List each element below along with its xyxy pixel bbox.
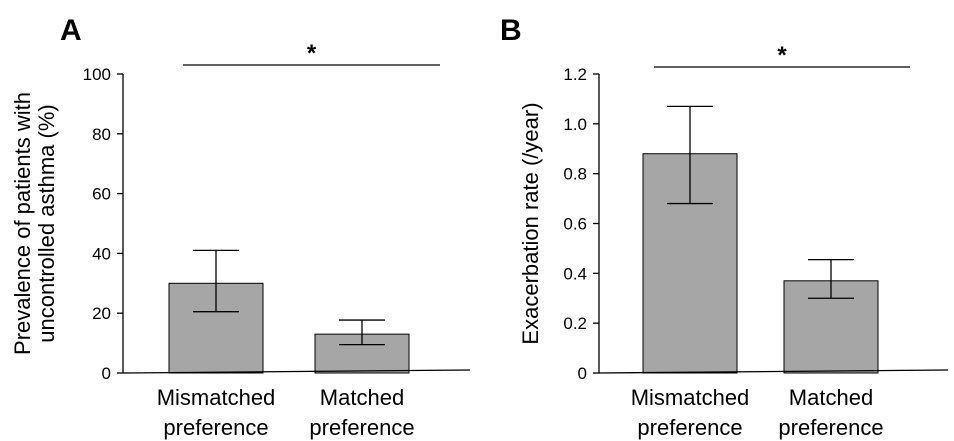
x-category-label: Mismatched preference (631, 385, 750, 440)
y-tick-label: 0.6 (563, 215, 587, 234)
y-axis-title: Exacerbation rate (/year) (518, 102, 543, 344)
y-tick-label: 0 (578, 364, 587, 383)
error-bar (193, 249, 239, 313)
y-tick-label: 20 (92, 304, 111, 323)
error-bar (339, 319, 385, 346)
error-bar (667, 105, 713, 205)
y-tick-label: 60 (92, 185, 111, 204)
x-axis (598, 369, 949, 374)
significance-star: * (307, 40, 317, 67)
y-tick-label: 0 (102, 364, 111, 383)
y-axis-title: Prevalence of patients with (10, 92, 35, 355)
x-category-label: Mismatched preference (157, 385, 276, 440)
panel-letter: A (60, 14, 82, 47)
panel-a: A 0 20 40 60 80 100 Mismatched preference Matched… (10, 14, 471, 440)
x-category-label: Matched preference (309, 385, 414, 440)
y-tick-label: 100 (83, 65, 111, 84)
x-axis (122, 369, 471, 374)
y-tick-label: 80 (92, 125, 111, 144)
y-tick-label: 40 (92, 244, 111, 263)
y-tick-label: 1.2 (563, 65, 587, 84)
panel-b: B 0 0.2 0.4 0.6 0.8 1.0 1.2 Mismatched preference… (500, 14, 949, 440)
y-tick-label: 0.8 (563, 165, 587, 184)
y-axis-title: uncontrolled asthma (%) (34, 104, 59, 342)
panel-letter: B (500, 14, 522, 47)
y-tick-label: 0.2 (563, 314, 587, 333)
significance-star: * (777, 42, 787, 69)
error-bar (808, 258, 854, 299)
y-tick-label: 1.0 (563, 115, 587, 134)
y-tick-label: 0.4 (563, 264, 587, 283)
x-category-label: Matched preference (778, 385, 883, 440)
